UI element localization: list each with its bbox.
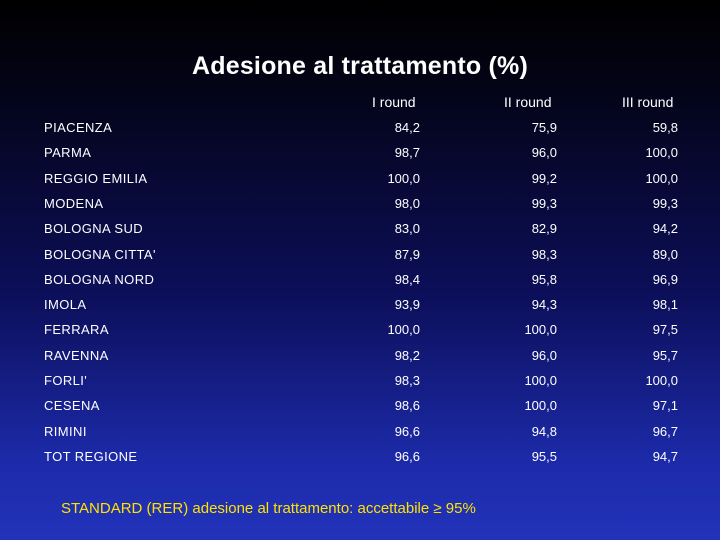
cell-round-3: 94,7 [652, 448, 678, 464]
table-row: PIACENZA 84,2 75,9 59,8 [0, 120, 720, 140]
cell-round-3: 59,8 [652, 120, 678, 135]
cell-round-2: 99,3 [531, 195, 557, 211]
cell-round-3: 97,1 [652, 398, 678, 414]
table-row: FERRARA 100,0 100,0 97,5 [0, 322, 720, 342]
cell-round-3: 100,0 [645, 373, 678, 388]
cell-round-2: 95,5 [531, 448, 557, 464]
cell-round-3: 100,0 [645, 170, 678, 186]
cell-round-3: 89,0 [652, 246, 678, 262]
cell-round-2: 100,0 [524, 398, 557, 414]
cell-round-1: 96,6 [394, 423, 420, 439]
row-label: PIACENZA [44, 120, 113, 135]
row-label: REGGIO EMILIA [44, 170, 148, 186]
row-label: TOT REGIONE [44, 448, 138, 464]
row-label: RIMINI [44, 423, 87, 439]
table-row: PARMA 98,7 96,0 100,0 [0, 145, 720, 165]
row-label: CESENA [44, 398, 100, 414]
column-header-round-1: I round [372, 94, 416, 110]
row-label: IMOLA [44, 297, 87, 313]
cell-round-1: 98,0 [394, 195, 420, 211]
table-row: BOLOGNA SUD 83,0 82,9 94,2 [0, 221, 720, 241]
table-row: IMOLA 93,9 94,3 98,1 [0, 297, 720, 317]
cell-round-1: 98,6 [394, 398, 420, 414]
row-label: FORLI' [44, 373, 88, 388]
cell-round-3: 98,1 [652, 297, 678, 313]
table-row: REGGIO EMILIA 100,0 99,2 100,0 [0, 171, 720, 191]
cell-round-3: 97,5 [652, 322, 678, 338]
cell-round-1: 93,9 [394, 297, 420, 313]
cell-round-1: 100,0 [387, 170, 420, 186]
cell-round-1: 100,0 [387, 322, 420, 338]
cell-round-1: 84,2 [394, 120, 420, 135]
cell-round-1: 98,3 [394, 373, 420, 388]
row-label: RAVENNA [44, 347, 109, 363]
cell-round-1: 98,2 [394, 347, 420, 363]
cell-round-2: 94,3 [531, 297, 557, 313]
table-row: BOLOGNA NORD 98,4 95,8 96,9 [0, 272, 720, 292]
row-label: BOLOGNA NORD [44, 271, 155, 287]
cell-round-2: 96,0 [531, 145, 557, 161]
standard-note: STANDARD (RER) adesione al trattamento: … [61, 500, 476, 517]
cell-round-2: 94,8 [531, 423, 557, 439]
cell-round-2: 82,9 [531, 221, 557, 237]
cell-round-2: 95,8 [531, 271, 557, 287]
table-row: CESENA 98,6 100,0 97,1 [0, 398, 720, 418]
cell-round-2: 100,0 [524, 322, 557, 338]
cell-round-2: 99,2 [531, 170, 557, 186]
row-label: MODENA [44, 195, 104, 211]
cell-round-1: 96,6 [394, 448, 420, 464]
cell-round-2: 100,0 [524, 373, 557, 388]
row-label: BOLOGNA CITTA' [44, 246, 156, 262]
cell-round-3: 96,7 [652, 423, 678, 439]
table-row: FORLI' 98,3 100,0 100,0 [0, 373, 720, 393]
cell-round-3: 95,7 [652, 347, 678, 363]
table-row: MODENA 98,0 99,3 99,3 [0, 196, 720, 216]
column-header-round-2: II round [504, 94, 552, 110]
column-header-round-3: III round [622, 94, 674, 110]
table-row: RIMINI 96,6 94,8 96,7 [0, 424, 720, 444]
cell-round-2: 98,3 [531, 246, 557, 262]
cell-round-3: 100,0 [645, 145, 678, 161]
cell-round-3: 99,3 [652, 195, 678, 211]
page-title: Adesione al trattamento (%) [191, 52, 528, 80]
cell-round-3: 96,9 [652, 271, 678, 287]
cell-round-1: 87,9 [394, 246, 420, 262]
cell-round-1: 83,0 [394, 221, 420, 237]
cell-round-1: 98,4 [394, 271, 420, 287]
table-row: RAVENNA 98,2 96,0 95,7 [0, 348, 720, 368]
row-label: FERRARA [44, 322, 109, 338]
cell-round-2: 96,0 [531, 347, 557, 363]
cell-round-1: 98,7 [394, 145, 420, 161]
cell-round-3: 94,2 [652, 221, 678, 237]
table-row: TOT REGIONE 96,6 95,5 94,7 [0, 449, 720, 469]
table-row: BOLOGNA CITTA' 87,9 98,3 89,0 [0, 247, 720, 267]
cell-round-2: 75,9 [531, 120, 557, 135]
row-label: BOLOGNA SUD [44, 221, 144, 237]
row-label: PARMA [44, 145, 92, 161]
